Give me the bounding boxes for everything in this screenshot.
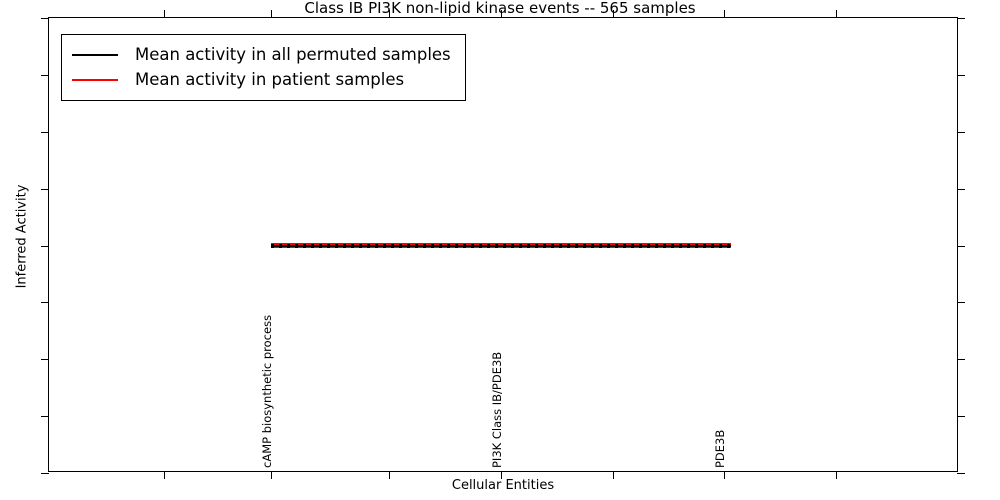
y-tick-3	[41, 74, 49, 76]
y-tick-right-4	[957, 18, 965, 19]
data-series-layer	[49, 18, 957, 471]
y-tick-right-neg3	[957, 416, 965, 418]
y-tick-right-2	[957, 131, 965, 133]
x-tick-3	[389, 471, 390, 479]
x-tick-4	[501, 471, 502, 479]
x-tick-top-5	[613, 10, 614, 18]
y-tick-right-1	[957, 188, 965, 190]
y-tick-2	[41, 131, 49, 133]
x-tick-top-4	[501, 10, 502, 18]
y-tick-1	[41, 188, 49, 190]
x-tick-top-3	[389, 10, 390, 18]
chart-title: Class IB PI3K non-lipid kinase events --…	[304, 0, 696, 17]
x-tick-top-6	[724, 10, 725, 18]
chart-legend: Mean activity in all permuted samples Me…	[61, 34, 466, 101]
y-tick-right-neg2	[957, 359, 965, 361]
y-tick-neg4	[41, 473, 49, 474]
y-tick-right-3	[957, 74, 965, 76]
legend-line-icon-black	[72, 53, 118, 56]
y-tick-neg2	[41, 359, 49, 361]
legend-label-permuted-samples: Mean activity in all permuted samples	[135, 44, 451, 64]
legend-item-permuted-samples: Mean activity in all permuted samples	[72, 42, 451, 67]
y-axis-title: Inferred Activity	[14, 184, 30, 289]
x-tick-1	[164, 471, 165, 479]
x-tick-2	[271, 471, 272, 479]
x-tick-6	[724, 471, 725, 479]
y-tick-right-neg4	[957, 473, 965, 474]
x-tick-top-7	[836, 10, 837, 18]
x-tick-top-2	[271, 10, 272, 18]
y-tick-4	[41, 18, 49, 19]
x-tick-5	[613, 471, 614, 479]
y-tick-neg1	[41, 302, 49, 304]
y-tick-0	[41, 245, 49, 247]
legend-label-patient-samples: Mean activity in patient samples	[135, 69, 405, 89]
x-tick-top-1	[164, 10, 165, 18]
legend-line-icon-red	[72, 78, 118, 81]
plot-axes: 4 3 2 1 0 -1 -2 -3 -4	[41, 10, 965, 479]
y-tick-neg3	[41, 416, 49, 418]
legend-item-patient-samples: Mean activity in patient samples	[72, 67, 451, 92]
x-tick-7	[836, 471, 837, 479]
y-tick-right-0	[957, 245, 965, 247]
series-markers-permuted-samples	[271, 243, 731, 248]
y-tick-right-neg1	[957, 302, 965, 304]
x-axis-title: Cellular Entities	[451, 478, 555, 493]
